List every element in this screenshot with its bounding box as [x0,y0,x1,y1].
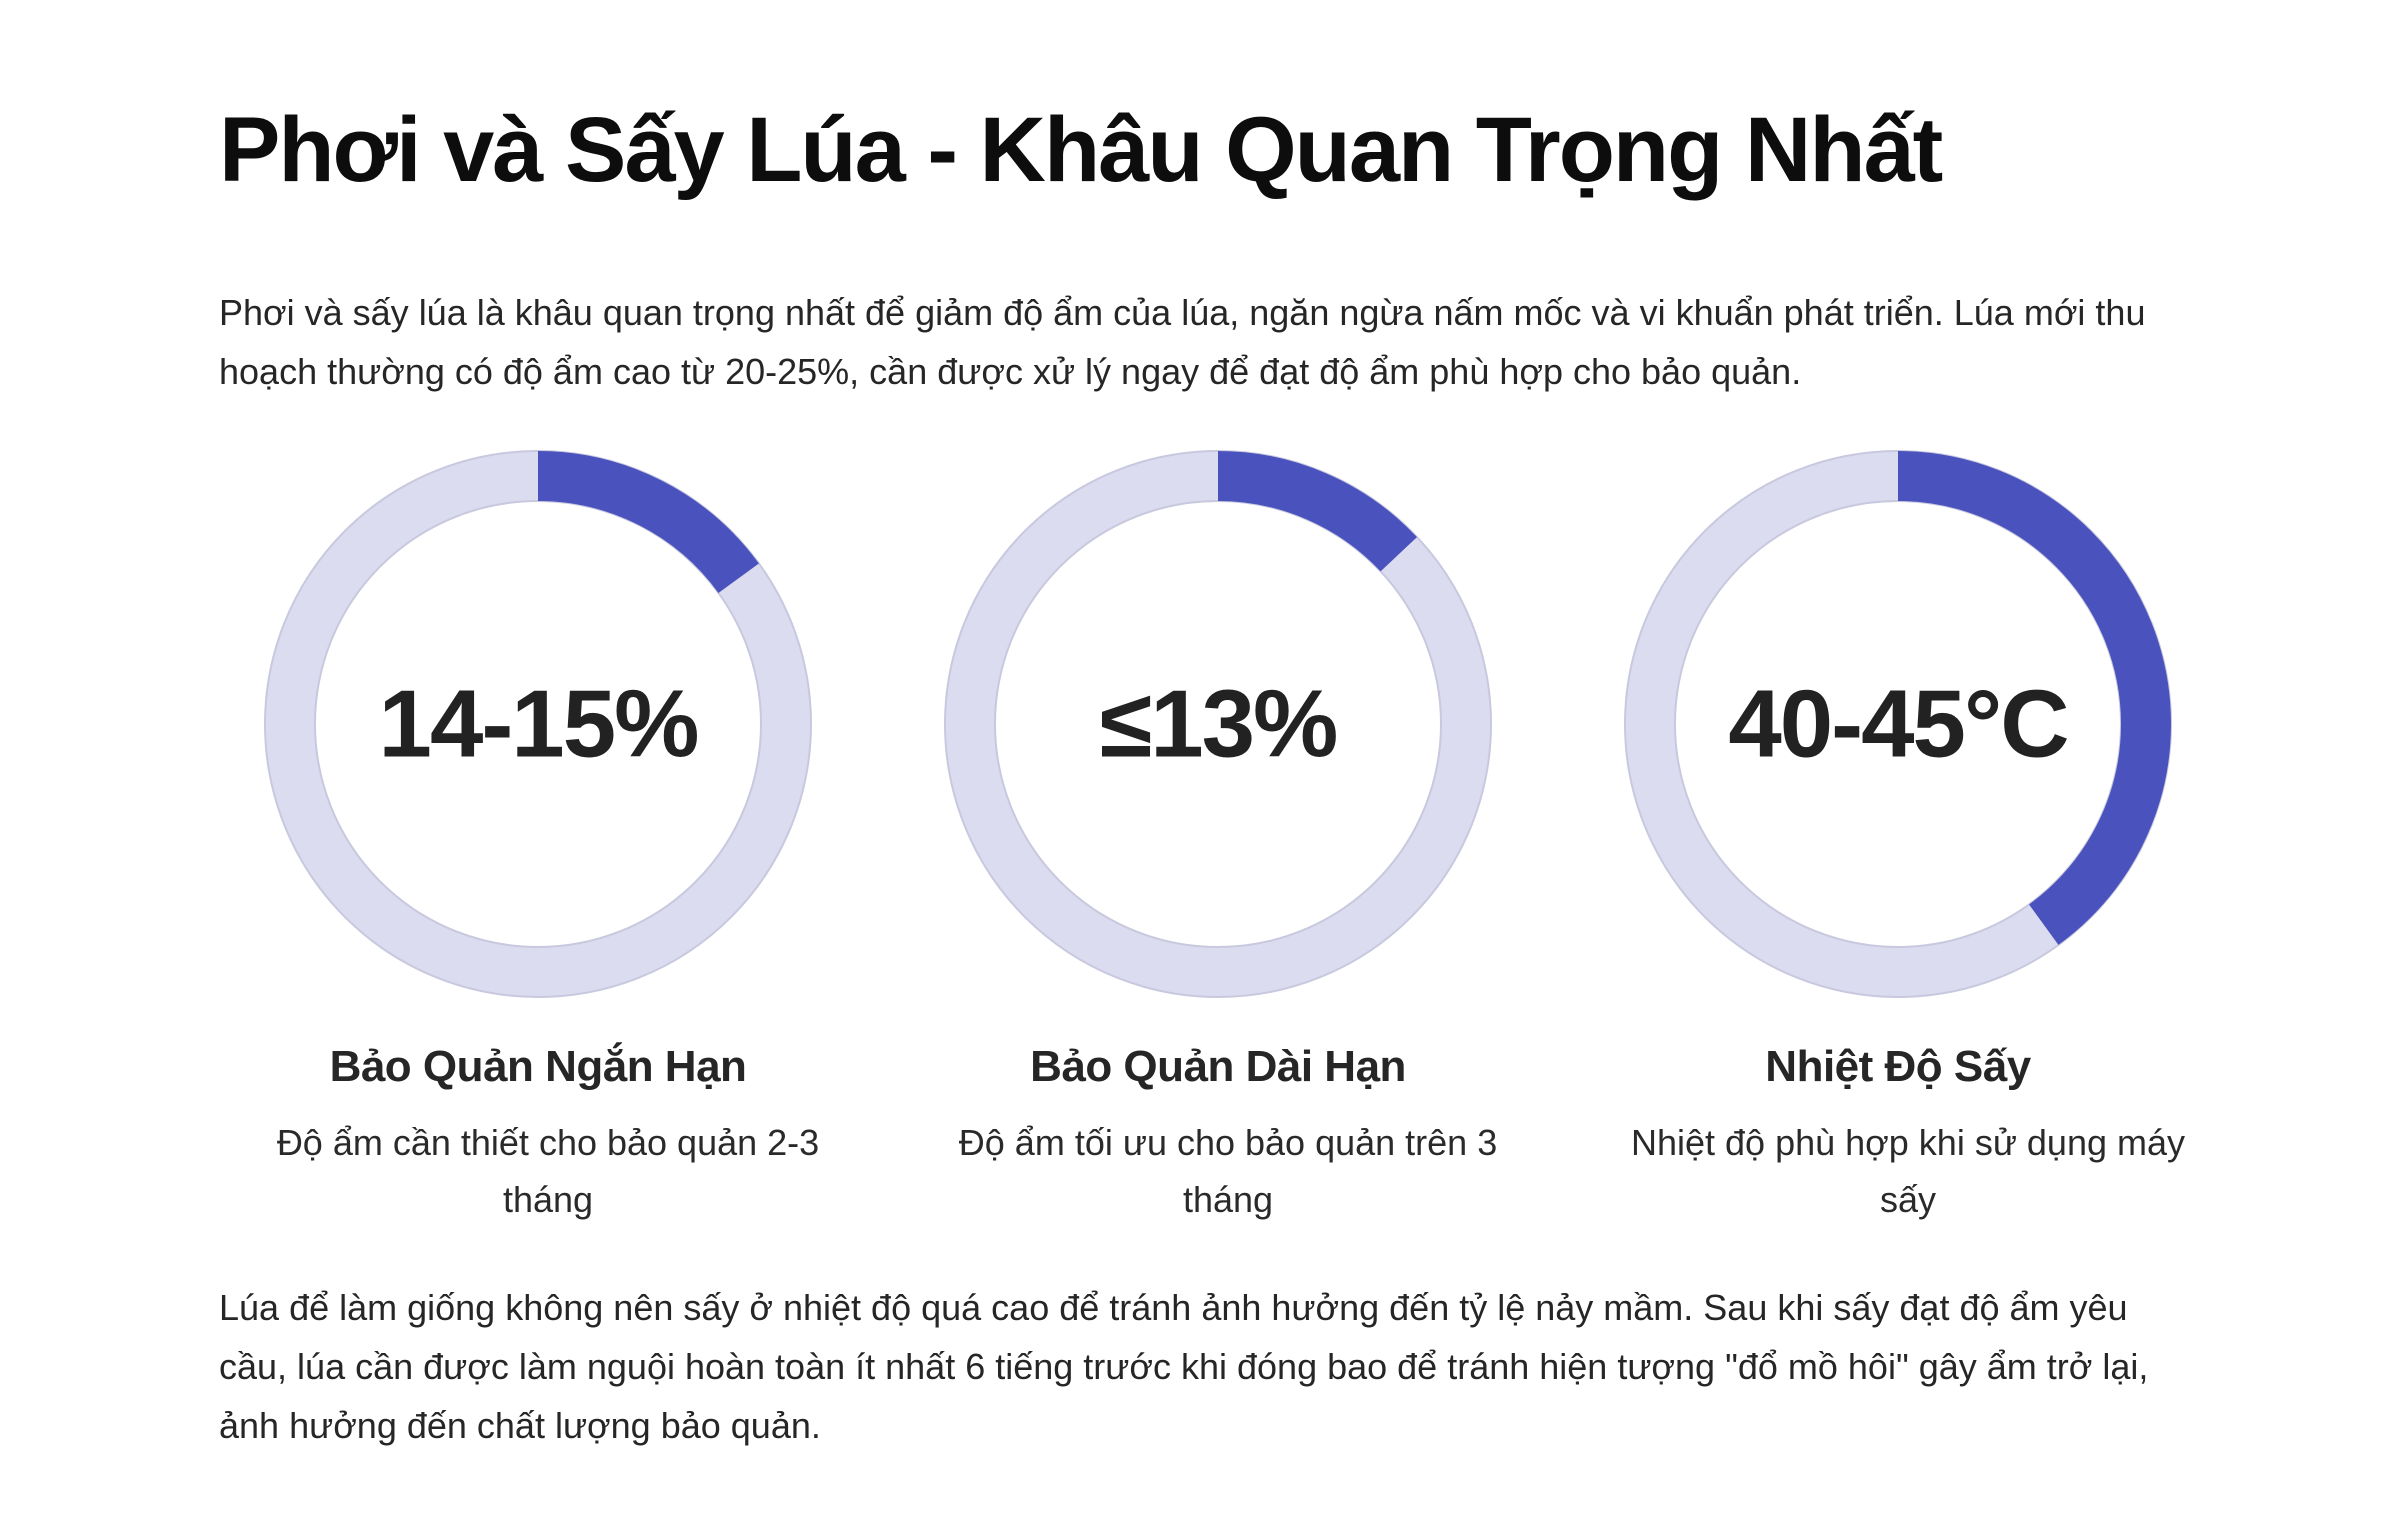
outro-paragraph: Lúa để làm giống không nên sấy ở nhiệt đ… [219,1287,2149,1446]
metric-description: Độ ẩm cần thiết cho bảo quản 2-3 tháng [276,1122,820,1220]
metric-title: Nhiệt Độ Sấy [1765,1042,2031,1091]
progress-ring: 40-45°C [1624,450,2172,998]
intro-paragraph: Phơi và sấy lúa là khâu quan trọng nhất … [219,292,2146,392]
progress-ring: ≤13% [944,450,1492,998]
metric-drying-temperature: 40-45°C Nhiệt Độ Sấy Nhiệt độ phù hợp kh… [1618,450,2185,1228]
metric-title: Bảo Quản Dài Hạn [1030,1042,1406,1091]
ring-fill [265,451,811,997]
progress-ring: 14-15% [264,450,812,998]
ring-fill [945,451,1491,997]
metric-value: 40-45°C [1728,671,2067,778]
metric-title: Bảo Quản Ngắn Hạn [329,1042,747,1091]
metric-long-term-storage: ≤13% Bảo Quản Dài Hạn Độ ẩm tối ưu cho b… [938,450,1498,1228]
ring-fill [1625,451,2171,997]
metric-value: 14-15% [379,671,698,778]
metric-value: ≤13% [1100,671,1337,778]
metric-description: Độ ẩm tối ưu cho bảo quản trên 3 tháng [958,1122,1498,1220]
metric-short-term-storage: 14-15% Bảo Quản Ngắn Hạn Độ ẩm cần thiết… [258,450,819,1228]
page-title: Phơi và Sấy Lúa - Khâu Quan Trọng Nhất [219,99,1943,201]
metric-description: Nhiệt độ phù hợp khi sử dụng máy sấy [1630,1122,2186,1220]
